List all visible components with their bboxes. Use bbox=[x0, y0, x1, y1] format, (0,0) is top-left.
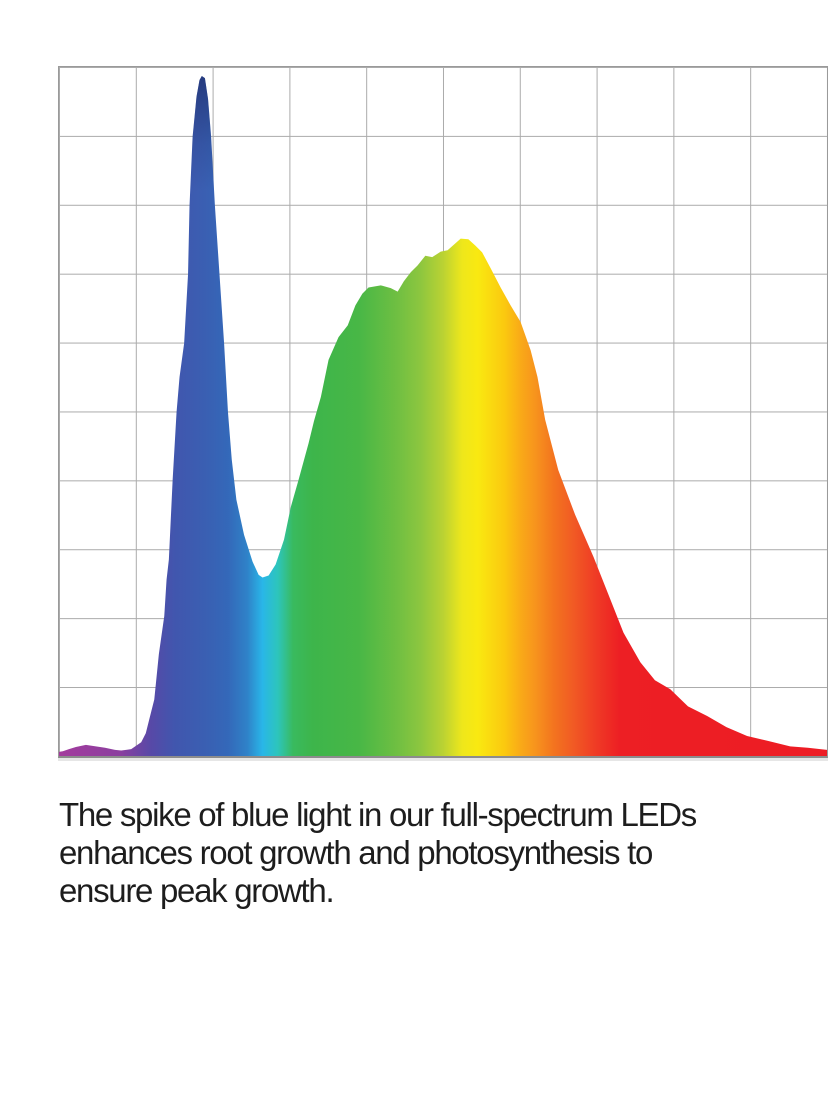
caption-line-2: enhances root growth and photosynthesis … bbox=[59, 834, 653, 871]
spectrum-chart bbox=[58, 66, 828, 758]
caption-text: The spike of blue light in our full-spec… bbox=[59, 796, 799, 910]
spectrum-peak-shade bbox=[59, 75, 827, 756]
caption-line-3: ensure peak growth. bbox=[59, 872, 335, 909]
spectrum-svg bbox=[59, 75, 827, 756]
chart-bottom-shadow bbox=[58, 758, 828, 761]
caption-line-1: The spike of blue light in our full-spec… bbox=[59, 796, 697, 833]
